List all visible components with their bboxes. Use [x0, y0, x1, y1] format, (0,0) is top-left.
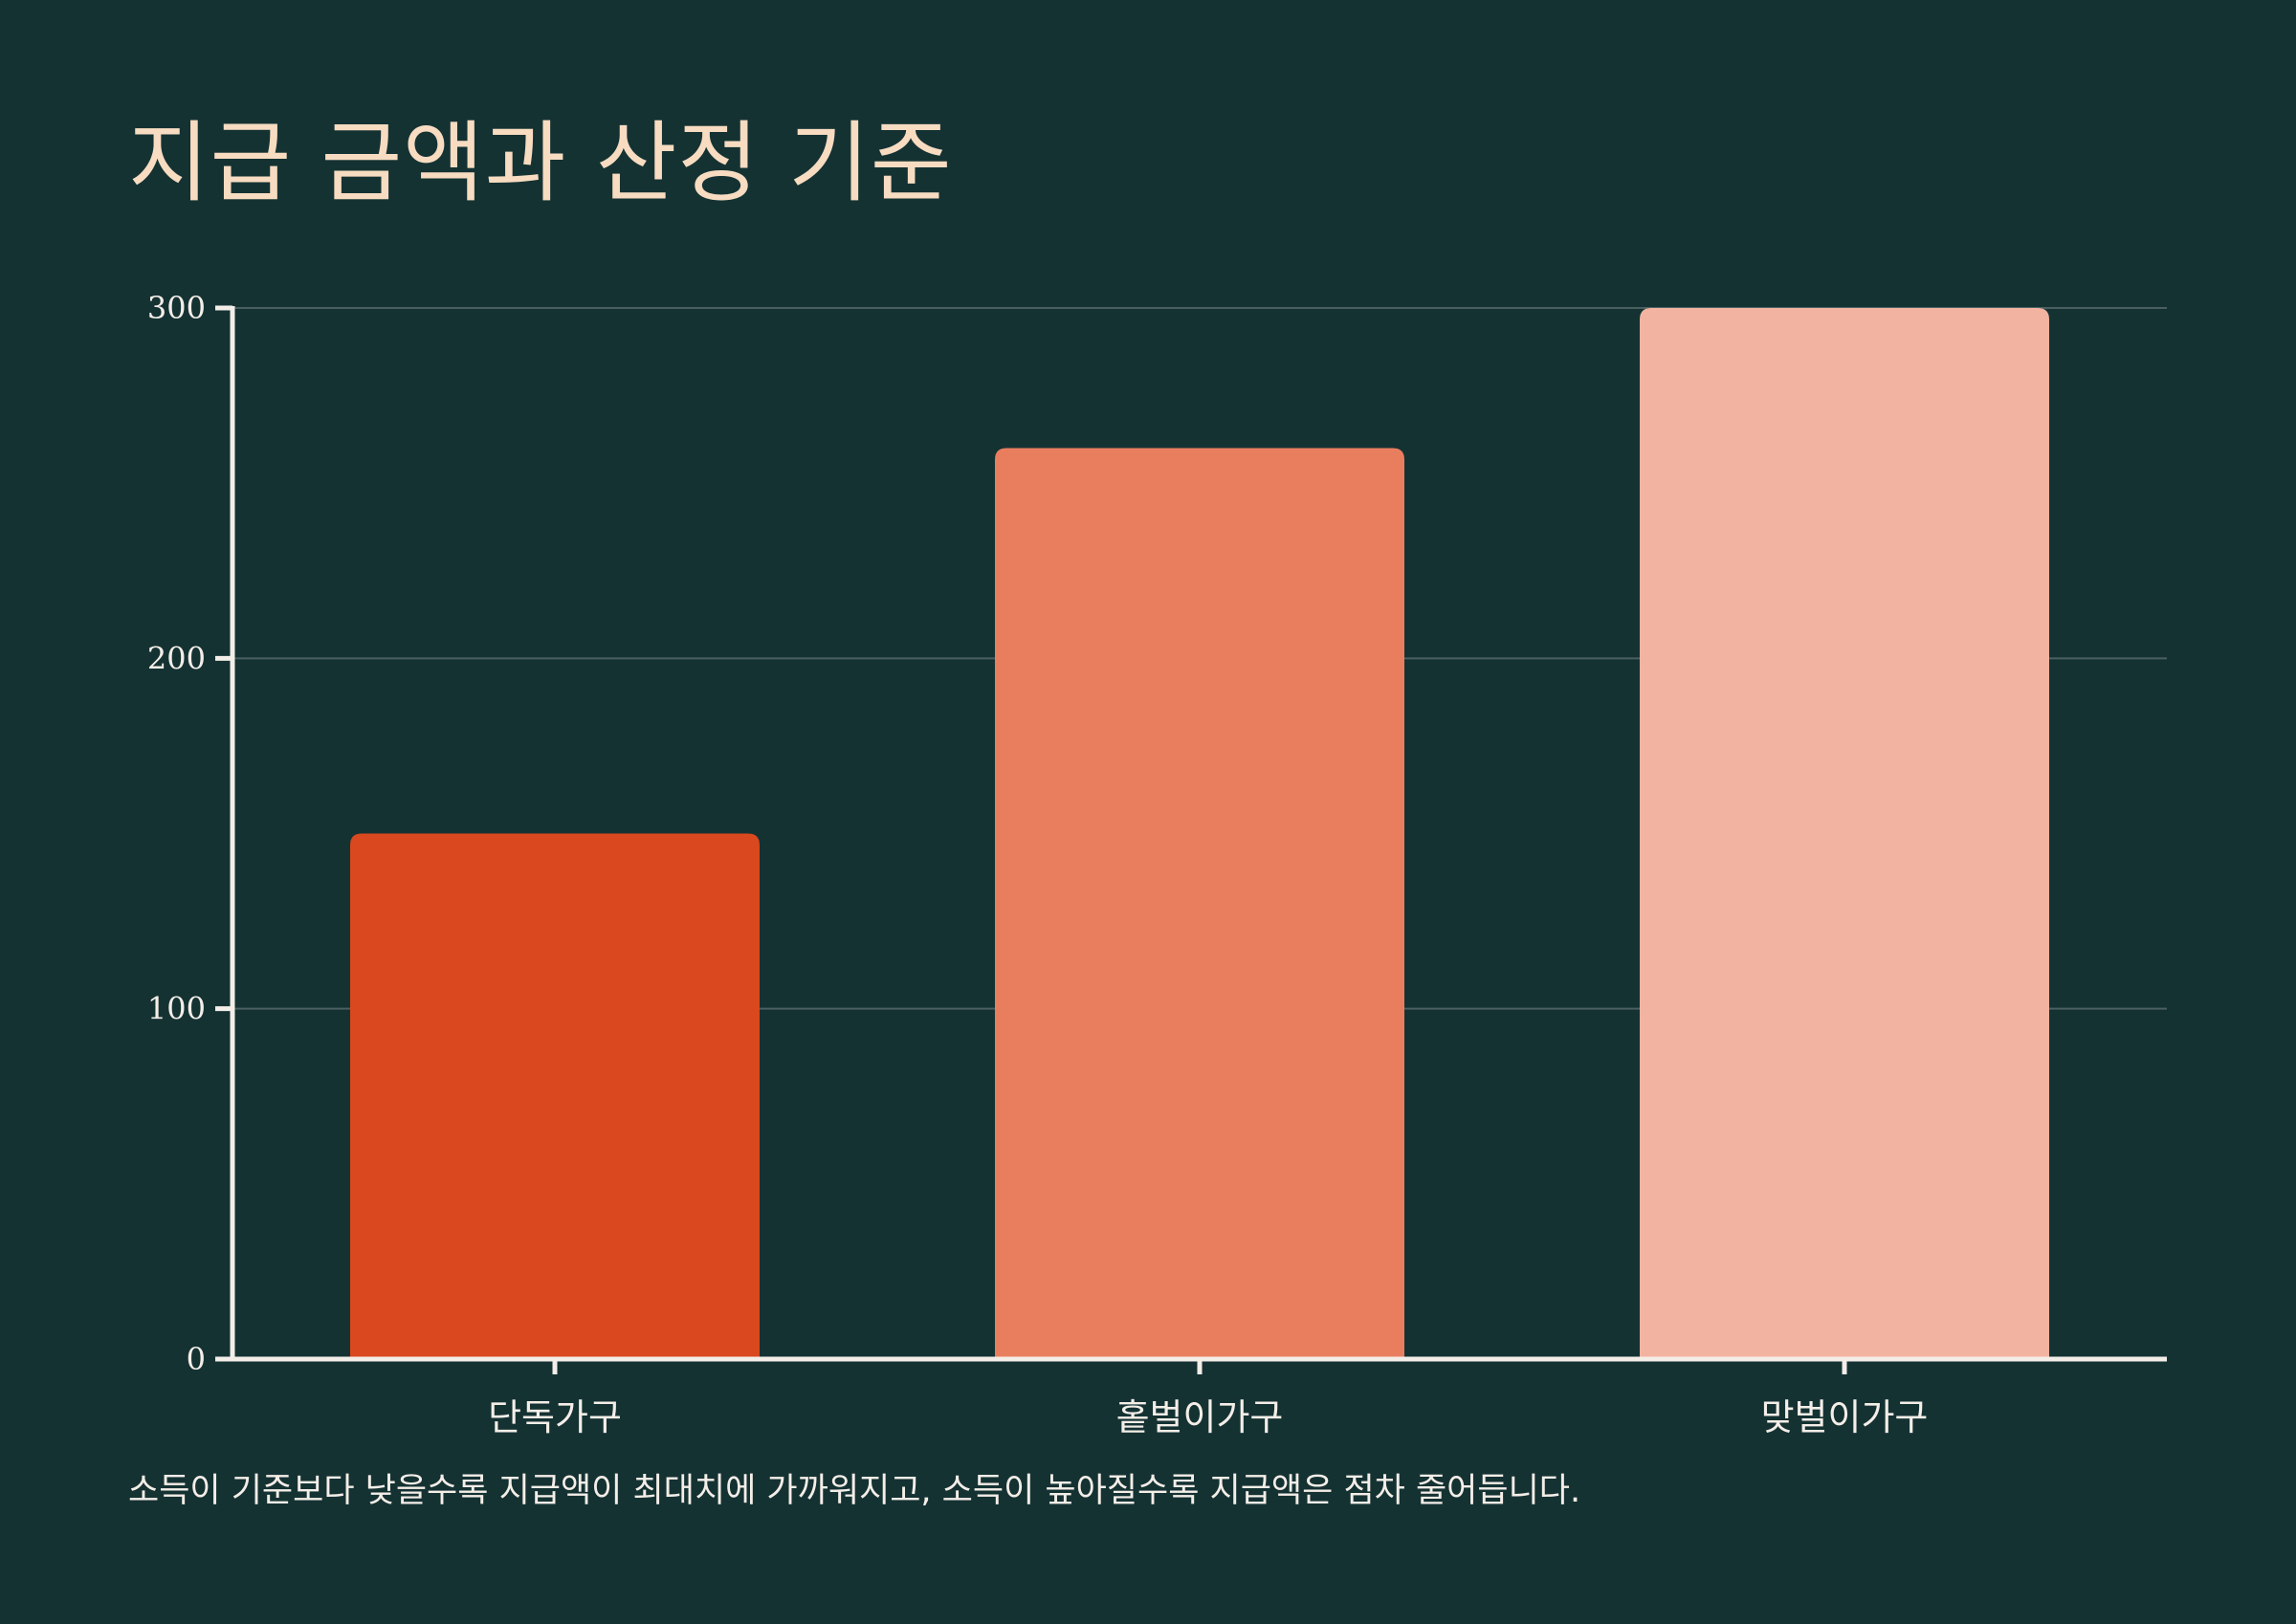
chart-title: 지급 금액과 산정 기준 [128, 112, 953, 214]
tick-labels: 0 100 200 300 단독가구 홑벌이가구 맞벌이가구 [147, 290, 1928, 1438]
y-tick-label: 0 [187, 1341, 206, 1377]
y-tick-label: 100 [147, 991, 206, 1027]
bar-2 [995, 448, 1404, 1359]
bar-1 [350, 833, 760, 1359]
x-tick-label: 맞벌이가구 [1761, 1396, 1929, 1438]
x-tick-label: 단독가구 [488, 1396, 622, 1438]
bars [350, 308, 2049, 1359]
y-tick-label: 300 [147, 290, 206, 326]
bar-3 [1640, 308, 2049, 1359]
chart-caption: 소득이 기준보다 낮을수록 지급액이 최대치에 가까워지고, 소득이 높아질수록… [128, 1472, 1581, 1510]
axes [215, 305, 2167, 1374]
y-tick-label: 200 [147, 640, 206, 676]
x-tick-label: 홑벌이가구 [1116, 1396, 1284, 1438]
